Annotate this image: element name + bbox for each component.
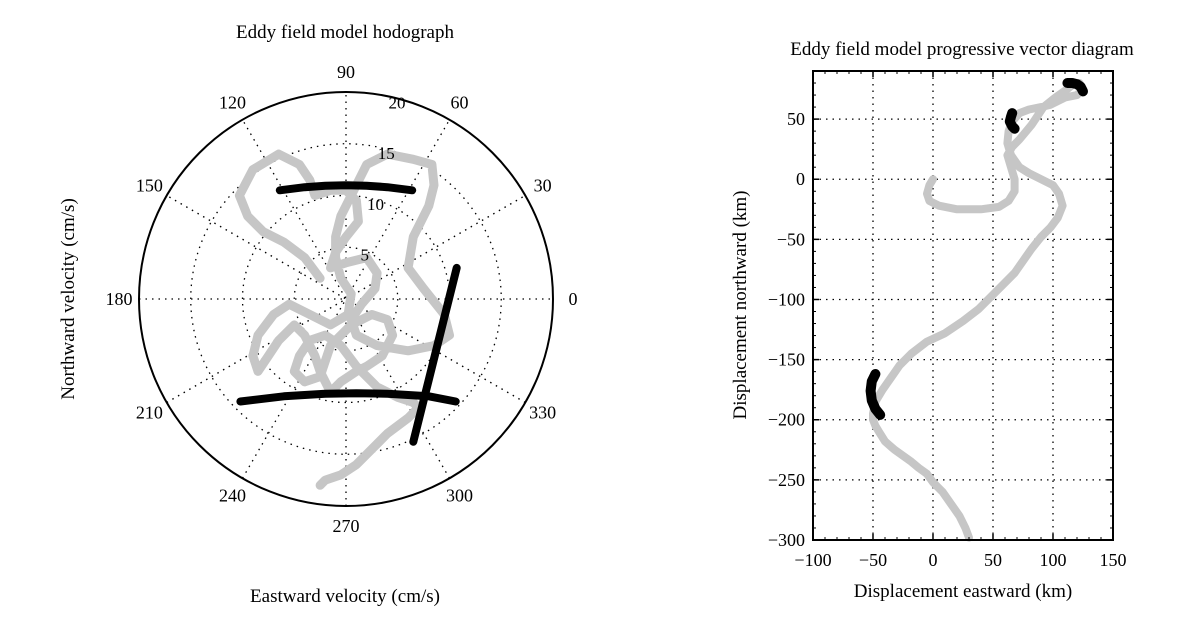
polar-angle-label-120: 120 [219, 92, 246, 112]
polar-angle-label-330: 330 [529, 403, 556, 423]
polar-radial-label-20: 20 [389, 94, 406, 113]
polar-grid-spoke-60 [241, 119, 451, 479]
pvd-ytick-label-4: −150 [768, 350, 805, 370]
polar-radial-label-15: 15 [378, 144, 395, 163]
pvd-series-0 [869, 79, 1087, 542]
polar-angle-label-30: 30 [534, 176, 552, 196]
pvd-xtick-label-50: 50 [984, 550, 1002, 570]
pvd-x-label: Displacement eastward (km) [854, 581, 1072, 602]
polar-angle-label-90: 90 [337, 62, 355, 82]
polar-grid-spoke-150 [166, 194, 526, 404]
hodograph-series-3 [409, 263, 461, 446]
pvd-series-2 [1004, 108, 1020, 134]
pvd-ytick-label-2: −50 [777, 229, 805, 249]
polar-radial-labels: 5 10 15 20 [361, 94, 406, 265]
pvd-ytick-label-0: 50 [787, 109, 805, 129]
pvd-ytick-label-7: −300 [768, 530, 805, 550]
pvd-axes-frame [812, 70, 1114, 541]
polar-radial-label-5: 5 [361, 245, 370, 264]
pvd-chart: Eddy field model progressive vector diag… [730, 39, 1134, 602]
polar-grid-spoke-120 [241, 119, 451, 479]
polar-angle-label-0: 0 [569, 289, 578, 309]
hodograph-series-0 [234, 149, 454, 490]
hodograph-chart: Eddy field model hodograph 0 30 60 90 120 150… [58, 22, 578, 607]
pvd-xtick-label--50: −50 [859, 550, 887, 570]
pvd-series [865, 78, 1088, 542]
polar-angle-label-210: 210 [136, 403, 163, 423]
pvd-title: Eddy field model progressive vector diag… [790, 39, 1134, 60]
pvd-xtick-label-0: 0 [929, 550, 938, 570]
polar-angle-labels: 0 30 60 90 120 150 180 210 240 270 300 330 [106, 62, 578, 536]
polar-grid-spoke-30 [166, 194, 526, 404]
pvd-series-3 [865, 369, 886, 420]
polar-angle-label-300: 300 [446, 486, 473, 506]
polar-grid-circle-5 [293, 246, 399, 352]
polar-angle-label-270: 270 [333, 516, 360, 536]
polar-angle-label-60: 60 [451, 92, 469, 112]
pvd-xtick-label--100: −100 [794, 550, 831, 570]
pvd-grid [813, 71, 1113, 540]
pvd-ytick-label-3: −100 [768, 289, 805, 309]
pvd-xtick-label-150: 150 [1100, 550, 1127, 570]
pvd-ytick-label-1: 0 [796, 169, 805, 189]
polar-outer-circle [138, 91, 554, 507]
hodograph-series-1 [275, 181, 417, 195]
hodograph-y-label: Northward velocity (cm/s) [58, 198, 79, 400]
pvd-ytick-label-6: −250 [768, 470, 805, 490]
hodograph-series-2 [236, 389, 460, 406]
pvd-ytick-label-5: −200 [768, 410, 805, 430]
polar-angle-label-150: 150 [136, 176, 163, 196]
pvd-ticks: −100 −50 0 50 100 150 50 0 −50 −100 −150 −200 −250 −3… [768, 70, 1127, 570]
polar-radial-label-10: 10 [367, 195, 384, 214]
hodograph-title: Eddy field model hodograph [236, 22, 454, 43]
pvd-y-label: Displacement northward (km) [730, 191, 751, 420]
pvd-xtick-label-100: 100 [1040, 550, 1067, 570]
pvd-series-1 [1062, 78, 1088, 97]
polar-series [234, 149, 461, 490]
hodograph-x-label: Eastward velocity (cm/s) [250, 586, 440, 607]
polar-angle-label-180: 180 [106, 289, 133, 309]
polar-angle-label-240: 240 [219, 486, 246, 506]
polar-grid-circle-15 [190, 143, 502, 455]
